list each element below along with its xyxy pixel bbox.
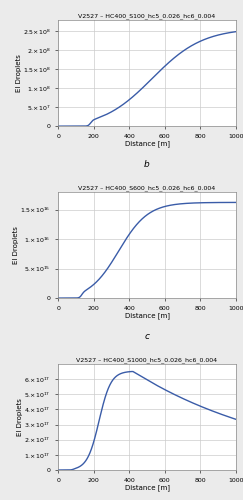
X-axis label: Distance [m]: Distance [m] — [124, 140, 170, 147]
Title: V2527 – HC400_S1000_hc5_0.026_hc6_0.004: V2527 – HC400_S1000_hc5_0.026_hc6_0.004 — [77, 357, 217, 363]
X-axis label: Distance [m]: Distance [m] — [124, 312, 170, 319]
Text: c: c — [145, 332, 149, 340]
Title: V2527 – HC400_S600_hc5_0.026_hc6_0.004: V2527 – HC400_S600_hc5_0.026_hc6_0.004 — [78, 185, 216, 191]
Y-axis label: EI Droplets: EI Droplets — [16, 54, 22, 92]
X-axis label: Distance [m]: Distance [m] — [124, 484, 170, 491]
Title: V2527 – HC400_S100_hc5_0.026_hc6_0.004: V2527 – HC400_S100_hc5_0.026_hc6_0.004 — [78, 13, 216, 19]
Y-axis label: EI Droplets: EI Droplets — [17, 398, 23, 436]
Y-axis label: EI Droplets: EI Droplets — [13, 226, 19, 264]
Text: b: b — [144, 160, 150, 168]
